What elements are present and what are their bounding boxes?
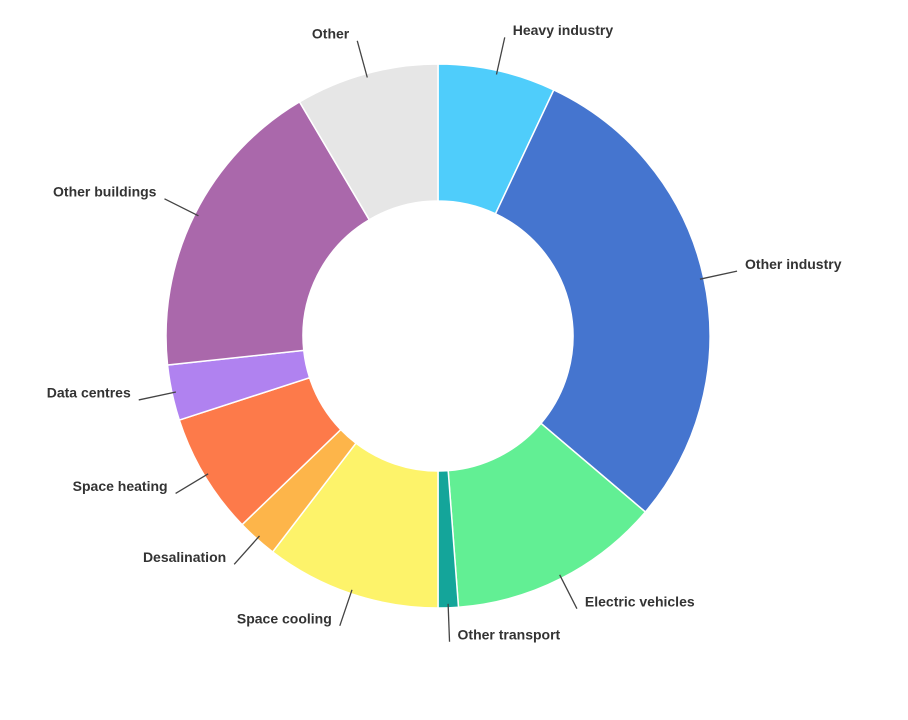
segment-label: Other industry <box>745 256 842 272</box>
leader-line <box>356 40 368 78</box>
segment-label: Other transport <box>458 626 561 642</box>
leader-line <box>699 270 738 280</box>
leader-line <box>559 574 578 609</box>
segment-label: Desalination <box>143 549 226 565</box>
donut-segment <box>494 88 711 514</box>
donut-segment <box>298 63 439 221</box>
leader-line <box>233 535 260 565</box>
leader-line <box>447 603 451 642</box>
leader-line <box>138 391 177 401</box>
leader-line <box>495 37 506 75</box>
leader-line <box>164 198 199 217</box>
segment-label: Data centres <box>47 385 131 401</box>
leader-line <box>339 589 353 627</box>
leader-line <box>175 473 209 494</box>
segment-label: Space cooling <box>237 611 332 627</box>
segment-label: Other buildings <box>53 183 157 199</box>
donut-segment <box>165 100 371 366</box>
segment-label: Electric vehicles <box>585 593 695 609</box>
segment-label: Space heating <box>73 478 168 494</box>
segment-label: Other <box>312 26 350 42</box>
segment-label: Heavy industry <box>513 22 614 38</box>
